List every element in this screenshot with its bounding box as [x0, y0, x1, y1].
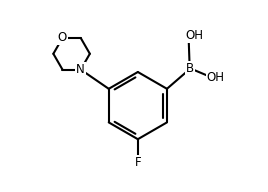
Text: OH: OH: [185, 29, 203, 42]
Text: N: N: [76, 63, 85, 76]
Text: OH: OH: [207, 71, 225, 84]
Text: B: B: [186, 62, 194, 75]
Text: O: O: [58, 31, 67, 45]
Text: F: F: [135, 156, 141, 169]
